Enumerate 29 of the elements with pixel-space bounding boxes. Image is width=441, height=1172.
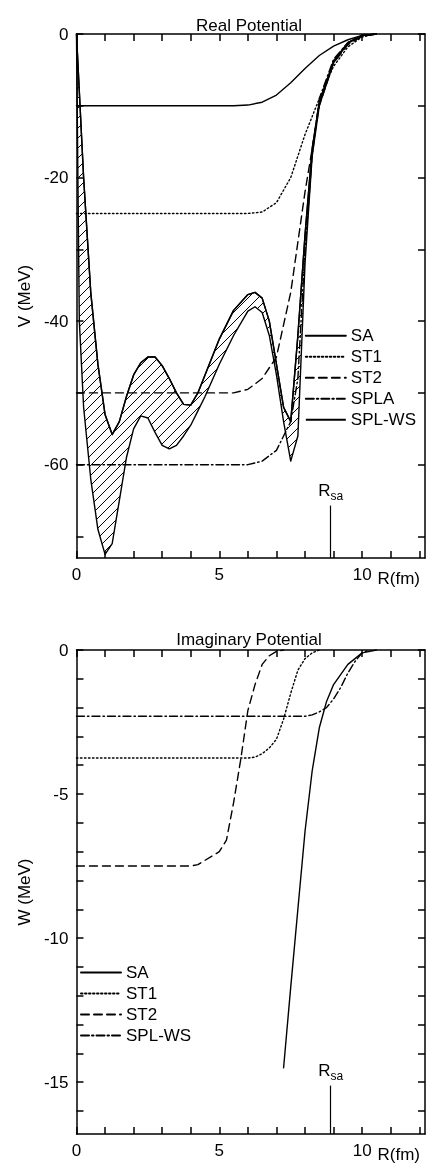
legend-label: SPLA — [350, 389, 395, 409]
chart-title: Real Potential — [196, 16, 302, 35]
legend-label: ST2 — [350, 368, 383, 388]
x-axis-title: R(fm) — [377, 569, 420, 588]
legend-label: SA — [126, 963, 150, 982]
y-axis-title: W (MeV) — [15, 858, 34, 926]
x-tick-label: 0 — [71, 1141, 82, 1160]
x-axis-title: R(fm) — [377, 1145, 420, 1164]
y-axis-title: V (MeV) — [15, 264, 34, 328]
legend-label: ST1 — [126, 984, 158, 1003]
x-tick-label: 0 — [71, 565, 82, 584]
y-tick-label: -10 — [43, 928, 69, 948]
legend-label: SPL-WS — [126, 1026, 192, 1045]
y-tick-label: -5 — [53, 784, 69, 804]
y-tick-label: -60 — [43, 455, 69, 475]
x-tick-label: 10 — [352, 1141, 372, 1160]
chart-title: Imaginary Potential — [176, 630, 322, 649]
y-tick-label: -40 — [43, 311, 69, 331]
legend-label: ST1 — [350, 347, 383, 367]
legend-label: SPL-WS — [350, 410, 417, 430]
y-tick-label: -20 — [43, 168, 69, 188]
y-tick-label: 0 — [59, 640, 69, 660]
y-tick-label: -15 — [43, 1072, 69, 1092]
legend-label: SA — [350, 326, 375, 346]
x-tick-label: 5 — [214, 1141, 225, 1160]
x-tick-label: 5 — [214, 565, 225, 584]
x-tick-label: 10 — [352, 565, 372, 584]
y-tick-label: 0 — [59, 24, 69, 44]
legend-label: ST2 — [126, 1005, 158, 1024]
